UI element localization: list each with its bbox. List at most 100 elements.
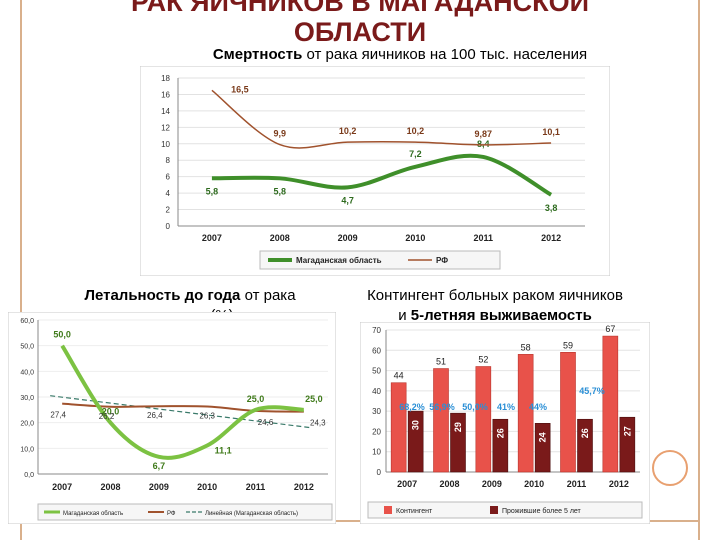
survivors-bar-label: 27 xyxy=(622,426,632,436)
contingent-title-line1: Контингент больных раком яичников xyxy=(367,287,623,304)
lethality-y-tick: 10,0 xyxy=(20,446,34,453)
lethality-label-magadan: 6,7 xyxy=(153,461,166,471)
contingent-y-tick: 70 xyxy=(372,326,381,335)
survival-percent-label: 41% xyxy=(497,402,515,412)
decorative-circle xyxy=(652,450,688,486)
mortality-y-tick: 16 xyxy=(161,90,170,99)
mortality-label-rf: 10,2 xyxy=(407,126,425,136)
lethality-x-tick: 2007 xyxy=(52,482,72,492)
mortality-x-tick: 2009 xyxy=(338,233,358,243)
lethality-x-tick: 2012 xyxy=(294,482,314,492)
lethality-x-tick: 2009 xyxy=(149,482,169,492)
mortality-y-tick: 0 xyxy=(166,222,171,231)
mortality-label-rf: 9,9 xyxy=(273,129,286,139)
mortality-x-tick: 2008 xyxy=(270,233,290,243)
contingent-legend xyxy=(367,501,643,519)
survivors-bar xyxy=(492,418,509,473)
mortality-y-tick: 10 xyxy=(161,140,170,149)
lethality-series-magadan xyxy=(60,344,304,460)
contingent-legend-label: Контингент xyxy=(396,508,433,515)
contingent-x-tick: 2011 xyxy=(567,479,587,489)
survivors-bar-label: 29 xyxy=(453,422,463,432)
lethality-label-rf: 26,2 xyxy=(99,412,115,421)
lethality-label-magadan: 11,1 xyxy=(215,446,232,456)
lethality-chart: 0,0 10,0 20,0 30,0 40,0 50,0 60,0 2007 2008 2009 2… xyxy=(8,312,336,524)
contingent-bar xyxy=(602,335,619,473)
mortality-label-magadan: 7,2 xyxy=(409,149,422,159)
contingent-bar-label: 59 xyxy=(563,340,573,350)
mortality-series-magadan xyxy=(211,153,553,197)
mortality-title-bold: Смертность xyxy=(212,46,303,63)
lethality-x-tick: 2010 xyxy=(197,482,217,492)
survivors-bar-label: 24 xyxy=(538,432,548,442)
mortality-label-rf: 16,5 xyxy=(231,84,249,94)
survival-percent-label: 56,9% xyxy=(429,402,455,412)
contingent-y-tick: 50 xyxy=(372,367,381,376)
slide-title-line1: РАК ЯИЧНИКОВ В МАГАДАНСКОЙ xyxy=(131,0,589,17)
mortality-legend xyxy=(259,250,501,270)
lethality-label-rf: 24,3 xyxy=(310,419,326,428)
lethality-title-bold: Летальность до года xyxy=(84,287,241,304)
lethality-y-tick: 0,0 xyxy=(24,472,34,479)
lethality-series-rf xyxy=(62,402,304,413)
slide-frame-left xyxy=(20,0,22,540)
lethality-legend xyxy=(37,503,333,521)
mortality-x-tick: 2010 xyxy=(405,233,425,243)
contingent-x-tick: 2012 xyxy=(609,479,629,489)
mortality-label-magadan: 5,8 xyxy=(273,186,286,196)
survivors-bar xyxy=(450,412,466,473)
survivors-bar xyxy=(577,418,593,473)
survival-percent-label: 68,2% xyxy=(399,402,425,412)
contingent-legend-swatch xyxy=(384,506,392,514)
lethality-label-rf: 26,4 xyxy=(147,411,163,420)
mortality-series-rf xyxy=(211,89,552,149)
mortality-y-tick: 18 xyxy=(161,74,170,83)
lethality-legend-label-trend: Линейная (Магаданская область) xyxy=(205,510,298,517)
mortality-x-tick: 2012 xyxy=(541,233,561,243)
mortality-y-tick: 6 xyxy=(166,173,171,182)
mortality-y-tick: 2 xyxy=(166,206,171,215)
contingent-bar-label: 58 xyxy=(521,342,531,352)
mortality-x-tick: 2007 xyxy=(202,233,222,243)
contingent-bar xyxy=(390,382,407,473)
lethality-legend-label-magadan: Магаданская область xyxy=(63,511,123,517)
survivors-legend-label: Прожившие более 5 лет xyxy=(502,507,582,515)
lethality-label-magadan: 25,0 xyxy=(247,394,265,404)
contingent-title-line2-bold: 5-летняя выживаемость xyxy=(410,307,592,324)
lethality-y-tick: 60,0 xyxy=(20,318,34,325)
lethality-y-tick: 20,0 xyxy=(20,421,34,428)
contingent-bar xyxy=(517,354,534,473)
slide-title-line2: ОБЛАСТИ xyxy=(293,17,427,47)
contingent-y-tick: 20 xyxy=(372,427,381,436)
survivors-bar xyxy=(619,416,636,473)
contingent-bar-label: 52 xyxy=(478,355,488,365)
survivors-bar-label: 30 xyxy=(411,420,421,430)
mortality-legend-label-magadan: Магаданская область xyxy=(296,256,382,265)
mortality-label-magadan: 8,4 xyxy=(477,139,490,149)
lethality-y-tick: 50,0 xyxy=(20,344,34,351)
contingent-chart-title: Контингент больных раком яичников и 5-лет… xyxy=(330,286,660,326)
contingent-bar xyxy=(560,352,576,473)
lethality-label-rf: 26,3 xyxy=(199,411,215,420)
lethality-label-magadan: 50,0 xyxy=(53,330,71,340)
mortality-title-rest: от рака яичников на 100 тыс. населения xyxy=(302,46,588,63)
mortality-chart: 0 2 4 6 8 10 12 14 16 18 2007 2008 2009 2010 2011 2012 5… xyxy=(140,66,610,276)
lethality-y-tick: 40,0 xyxy=(20,369,34,376)
contingent-x-tick: 2009 xyxy=(482,479,502,489)
mortality-y-tick: 8 xyxy=(166,156,171,165)
contingent-chart: 0 10 20 30 40 50 60 70 44 30 2007 51 29 2008 52 26 2009 5… xyxy=(360,322,650,524)
contingent-x-tick: 2007 xyxy=(397,479,417,489)
survivors-bar xyxy=(407,410,424,473)
survival-percent-label: 50,0% xyxy=(462,402,488,412)
contingent-bar-label: 44 xyxy=(394,371,404,381)
mortality-y-tick: 12 xyxy=(161,123,170,132)
lethality-label-magadan: 25,0 xyxy=(305,394,323,404)
mortality-chart-title: Смертность от рака яичников на 100 тыс. … xyxy=(140,46,660,63)
contingent-bar-label: 51 xyxy=(436,357,446,367)
mortality-label-magadan: 5,8 xyxy=(206,186,219,196)
mortality-label-rf: 10,1 xyxy=(542,127,560,137)
contingent-x-tick: 2010 xyxy=(524,479,544,489)
survival-percent-label: 44% xyxy=(529,402,547,412)
lethality-label-rf: 24,6 xyxy=(258,418,274,427)
lethality-x-tick: 2011 xyxy=(246,482,266,492)
